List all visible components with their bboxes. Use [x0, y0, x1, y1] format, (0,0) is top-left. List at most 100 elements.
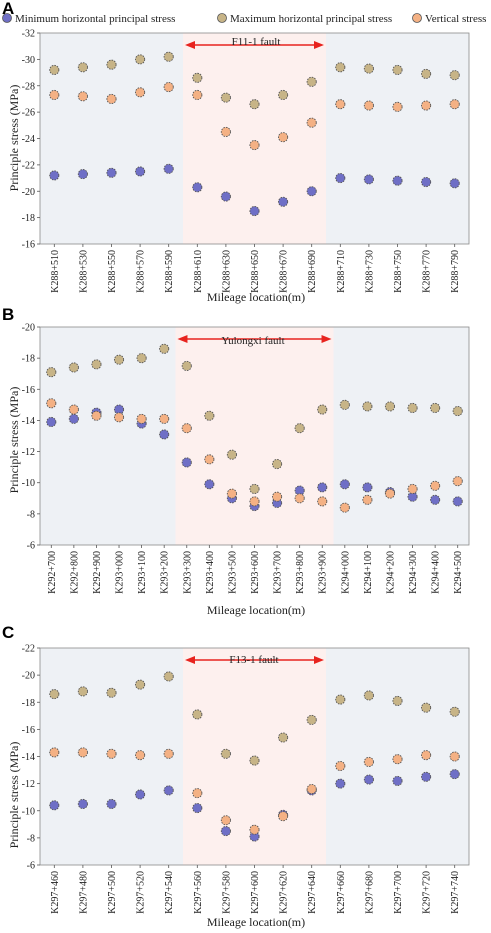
data-point-max-b — [384, 401, 396, 412]
y-tick-label-c: -16 — [22, 725, 35, 736]
x-tick-label-c: K297+720 — [422, 871, 433, 914]
x-tick-label-c: K297+460 — [50, 871, 61, 914]
data-point-vert-c — [49, 747, 60, 758]
x-tick-label-c: K297+640 — [307, 871, 318, 914]
y-tick-label-a: -20 — [22, 187, 35, 198]
y-tick-label-b: -8 — [27, 509, 35, 520]
data-point-vert-a — [106, 93, 117, 104]
data-point-vert-c — [363, 756, 374, 767]
data-point-max-b — [204, 410, 215, 421]
data-point-vert-a — [192, 89, 203, 101]
data-point-vert-b — [339, 502, 350, 513]
data-point-min-c — [135, 789, 146, 800]
data-point-vert-b — [226, 488, 237, 499]
x-tick-label-c: K297+680 — [364, 871, 375, 914]
data-point-max-b — [430, 402, 441, 414]
data-point-min-a — [220, 191, 231, 202]
fault-arrowhead-right-b — [321, 335, 332, 343]
x-tick-label-a: K288+690 — [307, 250, 318, 293]
x-tick-label-a: K288+610 — [193, 250, 204, 293]
x-tick-label-a: K288+670 — [279, 250, 290, 293]
y-tick-label-a: -30 — [22, 55, 35, 66]
legend-marker-min — [2, 13, 12, 23]
legend-marker-vert — [412, 13, 422, 23]
fault-label-c: F13-1 fault — [229, 654, 278, 666]
data-point-max-a — [49, 64, 60, 75]
x-tick-label-a: K288+550 — [107, 250, 118, 293]
data-point-min-b — [362, 482, 373, 493]
chart-panel-c: C -22 -20 -18 -16 -14 -12 -10 -8 -6 K297+460 K297+… — [2, 623, 470, 929]
data-point-max-a — [220, 92, 231, 103]
x-tick-label-c: K297+600 — [250, 871, 261, 914]
data-point-max-a — [106, 59, 117, 70]
data-point-vert-b — [317, 496, 328, 507]
data-point-vert-b — [294, 493, 305, 504]
x-tick-label-c: K297+700 — [393, 871, 404, 914]
outside-zone-right-b — [333, 327, 469, 545]
y-tick-label-b: -14 — [22, 416, 35, 427]
x-tick-label-a: K288+730 — [364, 250, 375, 293]
data-point-vert-a — [335, 99, 346, 110]
data-point-min-c — [106, 798, 117, 810]
data-point-vert-b — [204, 454, 215, 465]
x-tick-label-c: K297+620 — [279, 871, 290, 914]
panel-letter-c: C — [2, 623, 14, 642]
x-tick-label-c: K297+480 — [78, 871, 89, 914]
data-point-vert-a — [249, 140, 260, 151]
legend-label-min: Minimum horizontal principal stress — [15, 13, 175, 25]
y-tick-label-c: -20 — [22, 671, 35, 682]
y-tick-label-c: -14 — [22, 752, 35, 763]
data-point-vert-c — [163, 748, 174, 759]
data-point-vert-b — [91, 410, 102, 421]
data-point-vert-b — [272, 491, 283, 502]
panel-letter-b: B — [2, 305, 14, 324]
x-tick-label-c: K297+500 — [107, 871, 118, 914]
data-point-max-a — [192, 72, 203, 83]
data-point-min-b — [317, 482, 328, 493]
data-point-vert-b — [113, 412, 125, 423]
data-point-max-a — [449, 70, 460, 81]
data-point-max-c — [249, 755, 260, 766]
data-point-min-a — [192, 182, 203, 193]
data-point-min-c — [421, 771, 432, 782]
x-tick-label-c: K297+560 — [193, 871, 204, 914]
x-tick-label-b: K294+000 — [340, 551, 351, 594]
data-point-max-b — [113, 354, 125, 365]
outside-zone-left-b — [40, 327, 176, 545]
fault-arrowhead-left-a — [185, 41, 195, 49]
x-axis-title-c: Mileage location(m) — [207, 915, 305, 929]
x-tick-label-c: K297+740 — [450, 871, 461, 914]
data-point-vert-b — [407, 483, 418, 494]
data-point-min-b — [68, 413, 79, 424]
data-point-min-a — [278, 196, 289, 207]
data-point-min-b — [159, 429, 170, 440]
data-point-max-b — [452, 406, 463, 417]
x-tick-label-b: K294+500 — [453, 551, 464, 594]
fault-arrowhead-right-c — [314, 656, 324, 664]
x-tick-label-c: K297+540 — [164, 871, 175, 914]
data-point-min-a — [392, 175, 403, 186]
data-point-vert-a — [135, 87, 146, 98]
data-point-min-a — [77, 169, 88, 180]
x-tick-label-b: K293+800 — [295, 551, 306, 594]
y-tick-label-b: -20 — [22, 323, 35, 334]
x-tick-label-a: K288+630 — [221, 250, 232, 293]
data-point-max-c — [278, 732, 289, 743]
y-tick-label-a: -22 — [22, 160, 35, 171]
x-tick-label-b: K294+200 — [385, 551, 396, 594]
data-point-min-c — [192, 802, 203, 814]
data-point-max-b — [249, 483, 260, 494]
data-point-max-b — [272, 458, 283, 470]
data-point-max-a — [392, 64, 403, 75]
y-tick-label-b: -6 — [27, 541, 35, 552]
legend-marker-max — [217, 13, 227, 23]
data-point-vert-b — [46, 398, 57, 409]
data-point-max-a — [335, 62, 346, 73]
y-tick-label-a: -16 — [22, 240, 35, 251]
data-point-vert-c — [192, 788, 203, 799]
x-tick-label-b: K293+200 — [160, 551, 171, 594]
data-point-min-a — [249, 205, 260, 217]
data-point-max-b — [226, 449, 237, 460]
data-point-vert-c — [220, 815, 231, 826]
